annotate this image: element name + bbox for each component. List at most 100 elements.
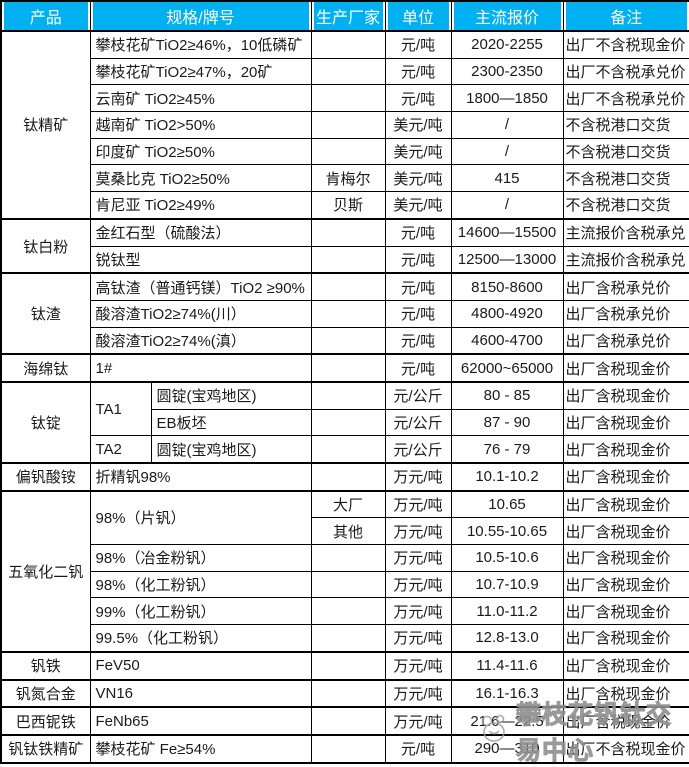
unit-cell: 元/吨 bbox=[384, 326, 452, 355]
table-row: 云南矿 TiO2≥45% 元/吨 1800—1850 出厂不含税承兑价 bbox=[1, 84, 689, 113]
price-cell: 10.7-10.9 bbox=[450, 570, 564, 599]
spec-cell: 莫桑比克 TiO2≥50% bbox=[89, 164, 312, 193]
price-cell: 21.6—22.5 bbox=[450, 706, 564, 736]
table-row: 钒钛铁精矿 攀枝花矿 Fe≥54% 元/吨 290—310 出厂不含税现金价 bbox=[0, 733, 689, 764]
price-cell: 10.65 bbox=[450, 489, 564, 519]
unit-cell: 万元/吨 bbox=[384, 544, 452, 572]
price-cell: 12500—13000 bbox=[450, 245, 564, 274]
unit-cell: 元/公斤 bbox=[384, 380, 452, 410]
unit-cell: 美元/吨 bbox=[384, 191, 452, 220]
spec-cell: 酸溶渣TiO2≥74%(滇） bbox=[89, 326, 312, 355]
unit-cell: 美元/吨 bbox=[384, 164, 452, 193]
manufacturer-cell bbox=[310, 353, 386, 383]
manufacturer-cell bbox=[310, 299, 386, 328]
price-cell: / bbox=[450, 137, 564, 166]
price-cell: 415 bbox=[450, 164, 564, 193]
remark-cell: 出厂含税现金价 bbox=[562, 624, 689, 653]
product-cell: 偏钒酸铵 bbox=[0, 462, 91, 492]
manufacturer-cell bbox=[310, 217, 386, 247]
spec-cell: 金红石型（硫酸法） bbox=[89, 217, 312, 247]
remark-cell: 主流报价含税承兑 bbox=[562, 245, 689, 274]
table-row: 印度矿 TiO2≥50% 美元/吨 / 不含税港口交货 bbox=[1, 137, 689, 166]
table-row: 巴西铌铁 FeNb65 万元/吨 21.6—22.5 出厂含税现金价 bbox=[0, 706, 689, 736]
price-cell: 12.8-13.0 bbox=[450, 624, 564, 653]
spec-cell: 99.5%（化工粉钒） bbox=[89, 624, 312, 653]
table-row: TA2 圆锭(宝鸡地区) 元/公斤 76 - 79 出厂含税现金价 bbox=[1, 435, 689, 464]
table-row: 五氧化二钒 98%（片钒） 大厂 万元/吨 10.65 出厂含税现金价 bbox=[0, 489, 689, 653]
spec-cell: FeV50 bbox=[89, 650, 312, 680]
manufacturer-cell bbox=[310, 462, 386, 492]
spec-cell: 98%（片钒） bbox=[89, 489, 312, 546]
table-row: 钒铁 FeV50 万元/吨 11.4-11.6 出厂含税现金价 bbox=[0, 650, 689, 680]
remark-cell: 出厂含税现金价 bbox=[562, 570, 689, 599]
spec-grade-cell: TA2 bbox=[89, 435, 152, 464]
table-row: 其他 万元/吨 10.55-10.65 出厂含税现金价 bbox=[1, 517, 689, 546]
price-cell: 1800—1850 bbox=[450, 84, 564, 113]
price-cell: 16.1-16.3 bbox=[450, 678, 564, 708]
price-cell: 10.1-10.2 bbox=[450, 462, 564, 492]
spec-shape-cell: EB板坯 bbox=[150, 408, 312, 437]
manufacturer-cell bbox=[310, 245, 386, 274]
unit-cell: 美元/吨 bbox=[384, 111, 452, 139]
table-row: 莫桑比克 TiO2≥50% 肯梅尔 美元/吨 415 不含税港口交货 bbox=[1, 164, 689, 193]
product-cell: 钒铁 bbox=[0, 650, 91, 680]
manufacturer-cell: 大厂 bbox=[310, 489, 386, 519]
manufacturer-cell bbox=[310, 30, 386, 59]
unit-cell: 万元/吨 bbox=[384, 570, 452, 599]
price-cell: 4600-4700 bbox=[450, 326, 564, 355]
spec-cell: 云南矿 TiO2≥45% bbox=[89, 84, 312, 113]
price-cell: / bbox=[450, 111, 564, 139]
remark-cell: 出厂不含税现金价 bbox=[562, 733, 689, 764]
product-cell: 巴西铌铁 bbox=[0, 706, 91, 736]
manufacturer-cell bbox=[310, 650, 386, 680]
unit-cell: 元/公斤 bbox=[384, 408, 452, 437]
manufacturer-cell bbox=[310, 137, 386, 166]
table-row: 肯尼亚 TiO2≥49% 贝斯 美元/吨 / 不含税港口交货 bbox=[1, 191, 689, 220]
table-row: 锐钛型 元/吨 12500—13000 主流报价含税承兑 bbox=[1, 245, 689, 274]
header-manufacturer: 生产厂家 bbox=[310, 0, 386, 32]
table-row: 偏钒酸铵 折精钒98% 万元/吨 10.1-10.2 出厂含税现金价 bbox=[0, 462, 689, 492]
product-cell: 钛精矿 bbox=[0, 30, 91, 220]
spec-cell: VN16 bbox=[89, 678, 312, 708]
header-product: 产品 bbox=[0, 0, 91, 32]
spec-cell: 锐钛型 bbox=[89, 245, 312, 274]
spec-cell: 98%（冶金粉钒） bbox=[89, 544, 312, 572]
remark-cell: 出厂含税现金价 bbox=[562, 678, 689, 708]
table-row: 钒氮合金 VN16 万元/吨 16.1-16.3 出厂含税现金价 bbox=[0, 678, 689, 708]
spec-cell: 攀枝花矿 Fe≥54% bbox=[89, 733, 312, 764]
table-row: 98%（化工粉钒） 万元/吨 10.7-10.9 出厂含税现金价 bbox=[1, 570, 689, 599]
table-row: 酸溶渣TiO2≥74%(川） 元/吨 4800-4920 出厂含税承兑价 bbox=[1, 299, 689, 328]
remark-cell: 出厂含税承兑价 bbox=[562, 326, 689, 355]
remark-cell: 出厂含税现金价 bbox=[562, 353, 689, 383]
manufacturer-cell bbox=[310, 435, 386, 464]
spec-cell: 攀枝花矿TiO2≥46%，10低磷矿 bbox=[89, 30, 312, 59]
spec-cell: 折精钒98% bbox=[89, 462, 312, 492]
unit-cell: 万元/吨 bbox=[384, 624, 452, 653]
table-row: 海绵钛 1# 元/吨 62000~65000 出厂含税现金价 bbox=[0, 353, 689, 383]
remark-cell: 出厂不含税承兑价 bbox=[562, 84, 689, 113]
remark-cell: 出厂含税现金价 bbox=[562, 706, 689, 736]
unit-cell: 元/公斤 bbox=[384, 435, 452, 464]
spec-cell: 攀枝花矿TiO2≥47%，20矿 bbox=[89, 57, 312, 86]
price-cell: 2300-2350 bbox=[450, 57, 564, 86]
manufacturer-cell bbox=[310, 544, 386, 572]
remark-cell: 出厂含税承兑价 bbox=[562, 299, 689, 328]
remark-cell: 出厂含税现金价 bbox=[562, 489, 689, 519]
price-cell: 290—310 bbox=[450, 733, 564, 764]
header-spec: 规格/牌号 bbox=[89, 0, 312, 32]
manufacturer-cell bbox=[310, 570, 386, 599]
spec-cell: FeNb65 bbox=[89, 706, 312, 736]
price-cell: 10.55-10.65 bbox=[450, 517, 564, 546]
manufacturer-cell bbox=[310, 706, 386, 736]
table-row: 98%（冶金粉钒） 万元/吨 10.5-10.6 出厂含税现金价 bbox=[1, 544, 689, 572]
remark-cell: 不含税港口交货 bbox=[562, 137, 689, 166]
spec-grade-cell: TA1 bbox=[89, 380, 152, 437]
unit-cell: 元/吨 bbox=[384, 353, 452, 383]
header-unit: 单位 bbox=[384, 0, 452, 32]
header-remark: 备注 bbox=[562, 0, 689, 32]
remark-cell: 出厂含税现金价 bbox=[562, 380, 689, 410]
table-row: 攀枝花矿TiO2≥47%，20矿 元/吨 2300-2350 出厂不含税承兑价 bbox=[1, 57, 689, 86]
table-row: 钛锭 TA1 圆锭(宝鸡地区) 元/公斤 80 - 85 出厂含税现金价 bbox=[0, 380, 689, 464]
table-row: 钛白粉 金红石型（硫酸法） 元/吨 14600—15500 主流报价含税承兑 bbox=[0, 217, 689, 274]
header-price: 主流报价 bbox=[450, 0, 564, 32]
